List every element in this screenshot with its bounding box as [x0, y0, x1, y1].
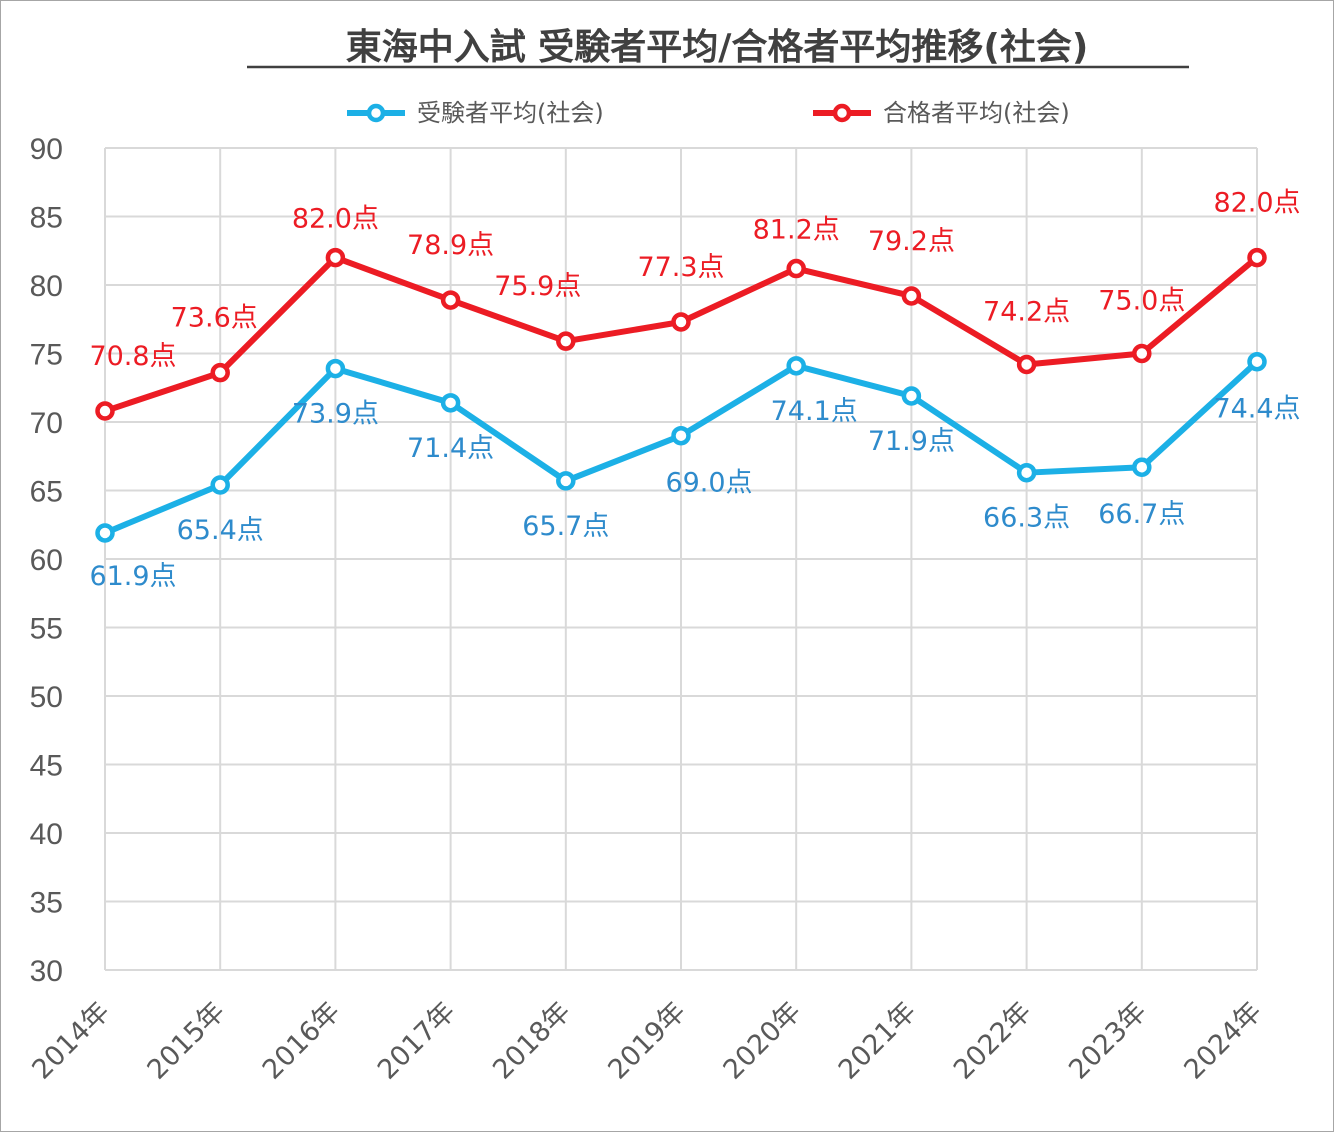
- grid: [104, 147, 1258, 971]
- y-tick-label: 65: [30, 476, 63, 509]
- x-tick-label: 2019年: [602, 996, 692, 1086]
- legend-marker-passers: [832, 103, 852, 123]
- data-point: [671, 312, 691, 332]
- legend-item-passers: 合格者平均(社会): [813, 99, 1070, 127]
- data-point: [440, 290, 461, 310]
- y-tick-label: 50: [30, 681, 63, 714]
- y-tick-label: 90: [30, 133, 63, 166]
- data-point: [556, 331, 576, 351]
- data-label: 71.9点: [868, 426, 955, 457]
- data-point: [556, 471, 576, 491]
- data-label: 82.0点: [292, 204, 379, 235]
- x-tick-label: 2024年: [1178, 996, 1268, 1086]
- x-tick-label: 2020年: [718, 996, 808, 1086]
- x-axis: 2014年 2015年 2016年 2017年 2018年 2019年 2020年 2021年…: [26, 996, 1268, 1086]
- y-tick-label: 75: [30, 339, 63, 372]
- data-label: 77.3点: [637, 252, 724, 283]
- data-point: [325, 247, 346, 268]
- x-tick-label: 2015年: [142, 996, 232, 1086]
- data-label: 65.7点: [522, 511, 609, 542]
- data-label: 75.0点: [1098, 286, 1185, 317]
- data-point: [1247, 247, 1267, 268]
- data-point: [1132, 457, 1152, 477]
- chart-title: 東海中入試 受験者平均/合格者平均推移(社会): [346, 27, 1089, 68]
- data-label: 81.2点: [753, 215, 840, 246]
- data-point: [671, 425, 691, 446]
- data-label: 79.2点: [868, 226, 955, 257]
- data-point: [786, 258, 806, 279]
- legend-marker-applicants: [366, 103, 386, 123]
- data-point: [901, 386, 922, 406]
- data-point: [210, 475, 230, 495]
- x-tick-label: 2021年: [833, 996, 923, 1086]
- x-tick-label: 2017年: [372, 996, 462, 1086]
- data-label: 66.3点: [983, 503, 1070, 534]
- data-label: 74.1点: [771, 396, 858, 427]
- y-tick-label: 85: [30, 202, 63, 235]
- legend-item-applicants: 受験者平均(社会): [347, 99, 604, 127]
- y-tick-label: 35: [30, 887, 63, 920]
- x-tick-label: 2023年: [1063, 996, 1153, 1086]
- data-label: 65.4点: [177, 515, 264, 546]
- x-tick-label: 2022年: [948, 996, 1038, 1086]
- data-label: 73.9点: [292, 399, 379, 430]
- data-label: 61.9点: [89, 561, 176, 592]
- data-label: 82.0点: [1213, 188, 1300, 219]
- data-point: [210, 362, 230, 383]
- data-label: 74.4点: [1213, 394, 1300, 425]
- data-point: [1132, 343, 1152, 364]
- data-point: [440, 393, 461, 413]
- legend: 受験者平均(社会) 合格者平均(社会): [347, 99, 1070, 127]
- y-tick-label: 60: [30, 544, 63, 577]
- data-point: [901, 286, 922, 306]
- y-tick-label: 55: [30, 613, 63, 646]
- data-label: 66.7点: [1098, 499, 1185, 530]
- data-point: [1016, 354, 1037, 375]
- x-tick-label: 2016年: [257, 996, 347, 1086]
- y-axis: 30 35 40 45 50 55 60 65 70 75 80 85 90: [30, 133, 63, 988]
- data-point: [786, 356, 806, 376]
- data-label: 71.4点: [407, 433, 494, 464]
- y-tick-label: 80: [30, 270, 63, 303]
- y-tick-label: 45: [30, 750, 63, 783]
- y-tick-label: 30: [30, 955, 63, 988]
- data-label: 70.8点: [89, 341, 176, 372]
- y-tick-label: 70: [30, 407, 63, 440]
- data-point: [325, 358, 346, 379]
- legend-label-applicants: 受験者平均(社会): [417, 99, 604, 127]
- data-label: 78.9点: [407, 230, 494, 261]
- data-point: [1247, 351, 1267, 372]
- y-tick-label: 40: [30, 818, 63, 851]
- x-tick-label: 2014年: [26, 996, 116, 1086]
- data-point: [95, 523, 115, 543]
- data-point: [95, 401, 115, 421]
- legend-label-passers: 合格者平均(社会): [883, 99, 1070, 127]
- series-layer: [95, 247, 1267, 543]
- x-tick-label: 2018年: [487, 996, 577, 1086]
- data-label: 69.0点: [665, 468, 752, 499]
- data-label: 75.9点: [494, 271, 581, 302]
- data-label: 73.6点: [171, 303, 258, 334]
- data-point: [1016, 462, 1037, 483]
- data-label: 74.2点: [983, 296, 1070, 327]
